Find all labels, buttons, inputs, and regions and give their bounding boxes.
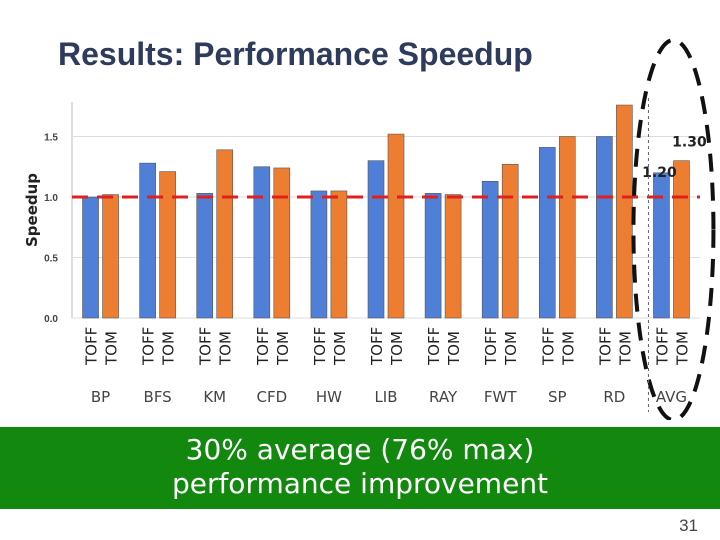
series-label-tom: TOM — [274, 331, 292, 366]
y-tick-label: 1.5 — [44, 133, 58, 144]
series-label-tom: TOM — [388, 331, 406, 366]
bar-tom-cfd — [273, 167, 291, 319]
series-label-toff: TOFF — [482, 327, 500, 366]
y-axis-label: Speedup — [23, 173, 41, 247]
category-label-bfs: BFS — [144, 388, 172, 406]
series-label-toff: TOFF — [254, 327, 272, 366]
series-label-tom: TOM — [616, 331, 634, 366]
bar-toff-lib — [367, 160, 385, 319]
series-label-toff: TOFF — [539, 327, 557, 366]
data-label-avg-tom: 1.30 — [672, 135, 707, 151]
category-label-sp: SP — [548, 388, 567, 406]
bar-tom-rd — [616, 104, 633, 319]
y-tick-label: 0.0 — [44, 314, 58, 325]
slide-title: Results: Performance Speedup — [58, 36, 533, 72]
series-label-toff: TOFF — [653, 327, 671, 366]
series-label-toff: TOFF — [368, 327, 386, 366]
series-label-tom: TOM — [160, 331, 178, 366]
bar-toff-hw — [310, 190, 328, 319]
bar-toff-bp — [82, 196, 99, 319]
bar-toff-avg — [653, 172, 670, 319]
bar-toff-rd — [596, 136, 613, 319]
series-label-tom: TOM — [502, 331, 520, 366]
category-label-lib: LIB — [374, 388, 397, 406]
summary-banner — [0, 427, 720, 509]
series-label-tom: TOM — [445, 331, 463, 366]
series-label-tom: TOM — [673, 331, 691, 366]
category-label-rd: RD — [603, 388, 625, 406]
series-label-toff: TOFF — [140, 327, 158, 366]
category-label-avg: AVG — [656, 388, 687, 406]
summary-text: 30% average (76% max) performance improv… — [0, 433, 720, 501]
y-tick-label: 1.0 — [44, 193, 58, 204]
series-label-toff: TOFF — [425, 327, 443, 366]
bar-tom-bfs — [159, 171, 176, 319]
y-tick-label: 0.5 — [44, 254, 58, 265]
bar-toff-cfd — [253, 166, 271, 319]
bar-toff-ray — [424, 193, 442, 319]
page-number: 31 — [679, 516, 698, 535]
bar-tom-fwt — [501, 164, 519, 319]
bar-tom-ray — [444, 194, 462, 319]
bar-toff-sp — [538, 147, 556, 319]
category-label-hw: HW — [316, 388, 342, 406]
category-label-ray: RAY — [429, 388, 458, 406]
bar-toff-fwt — [481, 180, 499, 319]
series-label-toff: TOFF — [596, 327, 614, 366]
summary-line-2: performance improvement — [171, 467, 549, 500]
data-label-avg-toff: 1.20 — [642, 165, 677, 181]
series-label-toff: TOFF — [197, 327, 215, 366]
bar-tom-lib — [387, 133, 405, 319]
series-label-tom: TOM — [103, 331, 121, 366]
bar-toff-bfs — [139, 162, 156, 319]
series-label-toff: TOFF — [83, 327, 101, 366]
bar-tom-km — [216, 149, 234, 319]
summary-line-1: 30% average (76% max) — [185, 433, 535, 466]
bar-tom-hw — [330, 190, 348, 319]
bar-toff-km — [196, 193, 214, 319]
category-label-bp: BP — [91, 388, 110, 406]
series-label-tom: TOM — [331, 331, 349, 366]
bar-tom-sp — [558, 136, 576, 319]
category-label-cfd: CFD — [256, 388, 287, 406]
bar-tom-bp — [102, 194, 119, 319]
avg-highlight-ellipse — [631, 38, 716, 420]
bar-tom-avg — [673, 160, 690, 319]
series-label-toff: TOFF — [311, 327, 329, 366]
series-label-tom: TOM — [559, 331, 577, 366]
category-label-fwt: FWT — [484, 388, 517, 406]
series-label-tom: TOM — [217, 331, 235, 366]
category-label-km: KM — [203, 388, 226, 406]
